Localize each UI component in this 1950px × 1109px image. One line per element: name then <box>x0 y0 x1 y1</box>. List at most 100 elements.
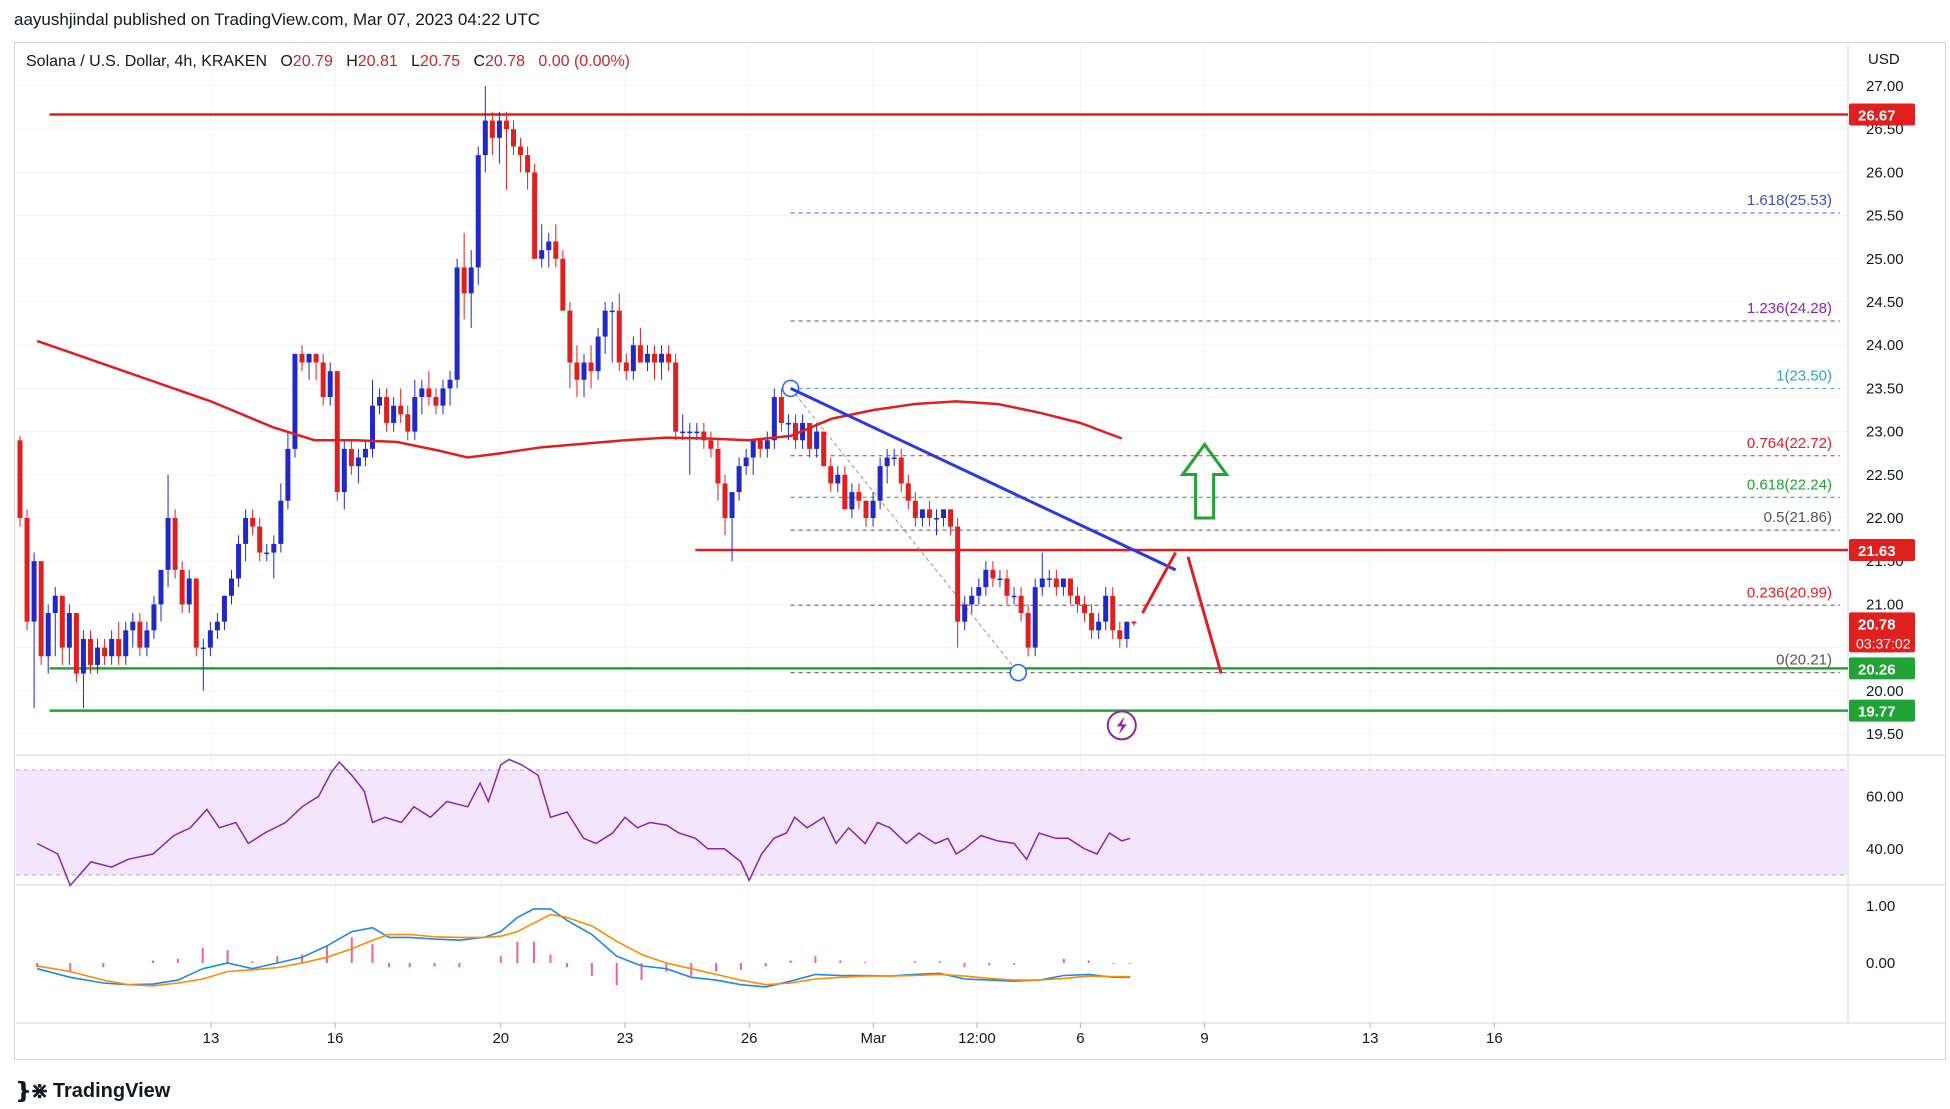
candle-body-54 <box>398 405 404 415</box>
level-tag-3-label: 19.77 <box>1858 704 1896 721</box>
level-tag-2-label: 20.26 <box>1858 661 1896 678</box>
time-tick-label-3: 23 <box>617 1030 634 1047</box>
price-tick-label-3: 25.50 <box>1866 208 1904 225</box>
candle-body-76 <box>553 241 559 259</box>
legend-close-label: C <box>473 53 485 70</box>
candle-body-91 <box>659 353 665 363</box>
candle-body-21 <box>165 518 171 570</box>
candle-body-28 <box>214 621 220 631</box>
fib-label-3: 0.764(22.72) <box>1747 435 1832 452</box>
candle-body-154 <box>1103 595 1109 622</box>
tradingview-brand-label: TradingView <box>52 1079 171 1102</box>
bearish-trendline <box>789 387 1177 572</box>
candle-body-145 <box>1039 578 1045 588</box>
candle-body-50 <box>370 405 375 449</box>
candle-body-122 <box>877 466 883 501</box>
candle-body-132 <box>948 509 954 527</box>
current-price-tag-bg <box>1849 612 1915 653</box>
candles-layer <box>17 86 1137 709</box>
symbol-legend: Solana / U.S. Dollar, 4h, KRAKEN O20.79 … <box>26 53 630 71</box>
current-price-tag-label: 20.78 <box>1858 616 1896 633</box>
candle-body-128 <box>919 509 925 518</box>
candle-body-101 <box>729 492 735 518</box>
candle-body-42 <box>313 353 319 363</box>
level-tag-2-bg <box>1849 657 1915 680</box>
candle-body-30 <box>229 578 234 596</box>
price-tick-label-4: 25.00 <box>1866 251 1904 268</box>
candle-body-68 <box>496 120 502 138</box>
price-axis-currency-label: USD <box>1868 51 1900 68</box>
candle-body-19 <box>151 604 157 631</box>
candle-body-67 <box>489 120 495 138</box>
candle-body-151 <box>1082 604 1088 614</box>
candle-body-10 <box>88 638 93 665</box>
candle-body-17 <box>137 621 143 648</box>
fib-label-7: 0(20.21) <box>1776 652 1832 669</box>
time-tick-label-6: 12:00 <box>958 1030 996 1047</box>
candle-body-123 <box>884 457 890 467</box>
candle-body-115 <box>828 466 834 484</box>
candle-body-84 <box>609 310 615 313</box>
level-tag-1-label: 21.63 <box>1858 543 1896 560</box>
candle-body-97 <box>701 431 707 441</box>
candle-body-41 <box>306 353 312 363</box>
candle-body-152 <box>1089 613 1095 631</box>
level-tag-1-bg <box>1849 538 1915 561</box>
price-tick-label-5: 24.50 <box>1866 294 1904 311</box>
time-tick-label-9: 13 <box>1362 1030 1379 1047</box>
candle-body-100 <box>722 483 728 518</box>
level-tag-0-label: 26.67 <box>1858 108 1896 125</box>
candle-body-25 <box>193 578 199 648</box>
macd-line <box>36 908 1131 988</box>
candle-body-126 <box>905 483 911 501</box>
candle-body-147 <box>1053 578 1059 588</box>
tradingview-brand[interactable]: ❵⋇ TradingView <box>14 1078 170 1104</box>
candle-body-148 <box>1060 578 1066 588</box>
price-tick-label-7: 23.50 <box>1866 380 1904 397</box>
candle-body-6 <box>59 595 65 648</box>
candle-body-55 <box>405 414 411 432</box>
candle-body-31 <box>236 543 242 579</box>
tradingview-logo-icon: ❵⋇ <box>14 1078 49 1103</box>
candle-body-105 <box>757 440 763 449</box>
candle-body-141 <box>1011 595 1017 598</box>
candle-body-63 <box>461 267 467 294</box>
candle-body-139 <box>997 578 1003 580</box>
price-tick-label-8: 23.00 <box>1866 424 1904 441</box>
candle-body-96 <box>694 431 700 434</box>
candle-body-43 <box>320 362 326 398</box>
moving-average-line <box>36 339 1123 459</box>
candle-body-2 <box>31 561 37 622</box>
candle-body-108 <box>778 397 784 423</box>
candle-body-129 <box>926 509 932 518</box>
candle-body-15 <box>123 630 129 657</box>
candle-body-5 <box>52 595 58 614</box>
candle-body-155 <box>1110 595 1116 631</box>
candle-body-16 <box>130 621 136 631</box>
chart-frame <box>14 42 1946 1060</box>
price-tick-label-14: 20.00 <box>1866 683 1904 700</box>
time-tick-label-1: 16 <box>327 1030 344 1047</box>
candle-body-92 <box>666 353 672 363</box>
candle-body-14 <box>116 638 122 657</box>
candle-body-98 <box>708 440 714 449</box>
candle-body-65 <box>475 155 481 268</box>
candle-body-143 <box>1025 613 1031 648</box>
candle-body-131 <box>941 509 947 518</box>
candle-body-4 <box>45 613 51 657</box>
candle-body-88 <box>637 345 643 363</box>
legend-high-label: H <box>346 53 358 70</box>
bolt-glyph-icon <box>1116 716 1127 735</box>
rsi-tick-label-0: 60.00 <box>1866 788 1904 805</box>
candle-body-38 <box>285 448 291 501</box>
candle-body-99 <box>715 448 721 484</box>
candle-body-109 <box>785 422 791 425</box>
price-tick-label-9: 22.50 <box>1866 467 1904 484</box>
candle-body-49 <box>362 448 368 458</box>
candle-body-113 <box>814 431 820 449</box>
scenario-up-path <box>1141 551 1177 614</box>
fib-label-6: 0.236(20.99) <box>1747 584 1832 601</box>
rsi-line <box>36 758 1131 887</box>
candle-body-107 <box>771 397 777 441</box>
candle-body-81 <box>588 362 594 372</box>
